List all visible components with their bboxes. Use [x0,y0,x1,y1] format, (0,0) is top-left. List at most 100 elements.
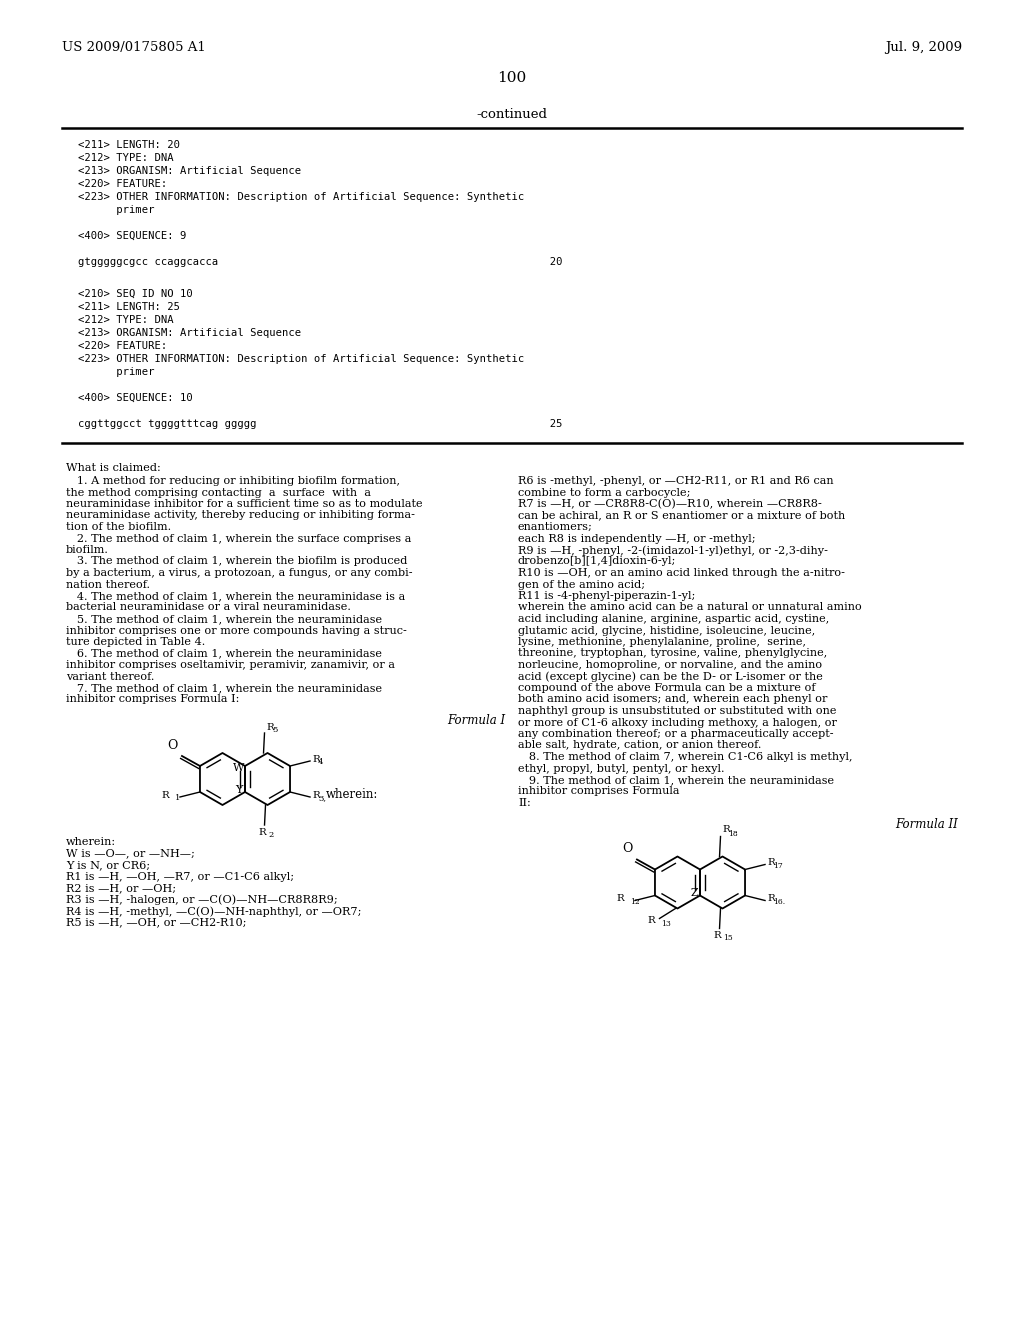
Text: neuraminidase inhibitor for a sufficient time so as to modulate: neuraminidase inhibitor for a sufficient… [66,499,423,510]
Text: R: R [266,723,274,733]
Text: R: R [616,894,624,903]
Text: inhibitor comprises Formula: inhibitor comprises Formula [518,787,680,796]
Text: compound of the above Formula can be a mixture of: compound of the above Formula can be a m… [518,682,815,693]
Text: O: O [623,842,633,855]
Text: <223> OTHER INFORMATION: Description of Artificial Sequence: Synthetic: <223> OTHER INFORMATION: Description of … [78,191,524,202]
Text: wherein:: wherein: [326,788,379,801]
Text: can be achiral, an R or S enantiomer or a mixture of both: can be achiral, an R or S enantiomer or … [518,511,845,520]
Text: 1. A method for reducing or inhibiting biofilm formation,: 1. A method for reducing or inhibiting b… [66,477,400,486]
Text: 16.: 16. [773,898,785,906]
Text: by a bacterium, a virus, a protozoan, a fungus, or any combi-: by a bacterium, a virus, a protozoan, a … [66,568,413,578]
Text: any combination thereof; or a pharmaceutically accept-: any combination thereof; or a pharmaceut… [518,729,834,739]
Text: <212> TYPE: DNA: <212> TYPE: DNA [78,153,174,162]
Text: -continued: -continued [476,108,548,121]
Text: Z: Z [690,888,697,899]
Text: US 2009/0175805 A1: US 2009/0175805 A1 [62,41,206,54]
Text: glutamic acid, glycine, histidine, isoleucine, leucine,: glutamic acid, glycine, histidine, isole… [518,626,815,635]
Text: <400> SEQUENCE: 9: <400> SEQUENCE: 9 [78,231,186,242]
Text: threonine, tryptophan, tyrosine, valine, phenylglycine,: threonine, tryptophan, tyrosine, valine,… [518,648,827,659]
Text: tion of the biofilm.: tion of the biofilm. [66,521,171,532]
Text: R3 is —H, -halogen, or —C(O)—NH—CR8R8R9;: R3 is —H, -halogen, or —C(O)—NH—CR8R8R9; [66,895,338,906]
Text: cggttggcct tggggtttcag ggggg                                              25: cggttggcct tggggtttcag ggggg 25 [78,418,562,429]
Text: R: R [767,894,775,903]
Text: What is claimed:: What is claimed: [66,463,161,473]
Text: 5. The method of claim 1, wherein the neuraminidase: 5. The method of claim 1, wherein the ne… [66,614,382,624]
Text: drobenzo[b][1,4]dioxin-6-yl;: drobenzo[b][1,4]dioxin-6-yl; [518,557,677,566]
Text: primer: primer [78,205,155,215]
Text: 4: 4 [318,758,324,766]
Text: wherein the amino acid can be a natural or unnatural amino: wherein the amino acid can be a natural … [518,602,862,612]
Text: biofilm.: biofilm. [66,545,109,554]
Text: R: R [312,791,319,800]
Text: 4. The method of claim 1, wherein the neuraminidase is a: 4. The method of claim 1, wherein the ne… [66,591,406,601]
Text: acid including alanine, arginine, aspartic acid, cystine,: acid including alanine, arginine, aspart… [518,614,829,624]
Text: Y is N, or CR6;: Y is N, or CR6; [66,861,151,870]
Text: R10 is —OH, or an amino acid linked through the a-nitro-: R10 is —OH, or an amino acid linked thro… [518,568,845,578]
Text: the method comprising contacting  a  surface  with  a: the method comprising contacting a surfa… [66,487,371,498]
Text: R1 is —H, —OH, —R7, or —C1-C6 alkyl;: R1 is —H, —OH, —R7, or —C1-C6 alkyl; [66,871,294,882]
Text: ture depicted in Table 4.: ture depicted in Table 4. [66,638,205,647]
Text: <220> FEATURE:: <220> FEATURE: [78,341,167,351]
Text: 13: 13 [662,920,672,928]
Text: gen of the amino acid;: gen of the amino acid; [518,579,645,590]
Text: <211> LENGTH: 20: <211> LENGTH: 20 [78,140,180,150]
Text: <213> ORGANISM: Artificial Sequence: <213> ORGANISM: Artificial Sequence [78,166,301,176]
Text: Y: Y [236,785,243,795]
Text: R: R [714,932,721,940]
Text: wherein:: wherein: [66,837,116,847]
Text: both amino acid isomers; and, wherein each phenyl or: both amino acid isomers; and, wherein ea… [518,694,827,705]
Text: R7 is —H, or —CR8R8-C(O)—R10, wherein —CR8R8-: R7 is —H, or —CR8R8-C(O)—R10, wherein —C… [518,499,821,510]
Text: <213> ORGANISM: Artificial Sequence: <213> ORGANISM: Artificial Sequence [78,327,301,338]
Text: variant thereof.: variant thereof. [66,672,155,681]
Text: or more of C1-6 alkoxy including methoxy, a halogen, or: or more of C1-6 alkoxy including methoxy… [518,718,837,727]
Text: R4 is —H, -methyl, —C(O)—NH-naphthyl, or —OR7;: R4 is —H, -methyl, —C(O)—NH-naphthyl, or… [66,906,361,916]
Text: 8. The method of claim 7, wherein C1-C6 alkyl is methyl,: 8. The method of claim 7, wherein C1-C6 … [518,752,853,762]
Text: R11 is -4-phenyl-piperazin-1-yl;: R11 is -4-phenyl-piperazin-1-yl; [518,591,695,601]
Text: R: R [259,828,266,837]
Text: 100: 100 [498,71,526,84]
Text: II:: II: [518,799,530,808]
Text: 1: 1 [175,795,180,803]
Text: 6. The method of claim 1, wherein the neuraminidase: 6. The method of claim 1, wherein the ne… [66,648,382,659]
Text: enantiomers;: enantiomers; [518,521,593,532]
Text: inhibitor comprises oseltamivir, peramivir, zanamivir, or a: inhibitor comprises oseltamivir, peramiv… [66,660,395,671]
Text: R: R [723,825,730,834]
Text: ethyl, propyl, butyl, pentyl, or hexyl.: ethyl, propyl, butyl, pentyl, or hexyl. [518,763,725,774]
Text: Jul. 9, 2009: Jul. 9, 2009 [885,41,962,54]
Text: lysine, methionine, phenylalanine, proline,  serine,: lysine, methionine, phenylalanine, proli… [518,638,806,647]
Text: 15: 15 [724,935,733,942]
Text: R5 is —H, —OH, or —CH2-R10;: R5 is —H, —OH, or —CH2-R10; [66,917,247,928]
Text: able salt, hydrate, cation, or anion thereof.: able salt, hydrate, cation, or anion the… [518,741,762,751]
Text: neuraminidase activity, thereby reducing or inhibiting forma-: neuraminidase activity, thereby reducing… [66,511,415,520]
Text: each R8 is independently —H, or -methyl;: each R8 is independently —H, or -methyl; [518,533,756,544]
Text: Formula II: Formula II [895,817,958,830]
Text: acid (except glycine) can be the D- or L-isomer or the: acid (except glycine) can be the D- or L… [518,672,823,682]
Text: R: R [161,791,169,800]
Text: W is —O—, or —NH—;: W is —O—, or —NH—; [66,849,195,858]
Text: <400> SEQUENCE: 10: <400> SEQUENCE: 10 [78,393,193,403]
Text: R: R [312,755,319,763]
Text: O: O [168,739,178,752]
Text: <220> FEATURE:: <220> FEATURE: [78,180,167,189]
Text: <212> TYPE: DNA: <212> TYPE: DNA [78,315,174,325]
Text: R: R [648,916,655,925]
Text: <211> LENGTH: 25: <211> LENGTH: 25 [78,302,180,312]
Text: naphthyl group is unsubstituted or substituted with one: naphthyl group is unsubstituted or subst… [518,706,837,715]
Text: 2. The method of claim 1, wherein the surface comprises a: 2. The method of claim 1, wherein the su… [66,533,412,544]
Text: inhibitor comprises Formula I:: inhibitor comprises Formula I: [66,694,240,705]
Text: 12: 12 [630,898,640,906]
Text: R9 is —H, -phenyl, -2-(imidazol-1-yl)ethyl, or -2,3-dihy-: R9 is —H, -phenyl, -2-(imidazol-1-yl)eth… [518,545,827,556]
Text: W: W [233,763,245,774]
Text: 7. The method of claim 1, wherein the neuraminidase: 7. The method of claim 1, wherein the ne… [66,682,382,693]
Text: bacterial neuraminidase or a viral neuraminidase.: bacterial neuraminidase or a viral neura… [66,602,351,612]
Text: 18: 18 [728,829,738,837]
Text: norleucine, homoproline, or norvaline, and the amino: norleucine, homoproline, or norvaline, a… [518,660,822,671]
Text: 2: 2 [268,832,273,840]
Text: R6 is -methyl, -phenyl, or —CH2-R11, or R1 and R6 can: R6 is -methyl, -phenyl, or —CH2-R11, or … [518,477,834,486]
Text: <210> SEQ ID NO 10: <210> SEQ ID NO 10 [78,289,193,300]
Text: primer: primer [78,367,155,378]
Text: <223> OTHER INFORMATION: Description of Artificial Sequence: Synthetic: <223> OTHER INFORMATION: Description of … [78,354,524,364]
Text: 3,: 3, [318,795,326,803]
Text: 3. The method of claim 1, wherein the biofilm is produced: 3. The method of claim 1, wherein the bi… [66,557,408,566]
Text: nation thereof.: nation thereof. [66,579,150,590]
